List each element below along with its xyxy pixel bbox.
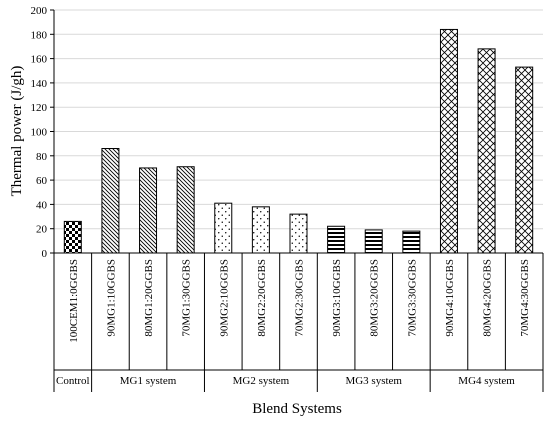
bar: [289, 213, 308, 254]
category-label: 90MG1:10GGBS: [105, 259, 117, 337]
group-label: MG2 system: [233, 375, 290, 387]
y-tick-labels: 0 20 40 60 80 100 120 140 160 180 200: [31, 5, 48, 260]
bar: [101, 148, 120, 254]
y-tick-label: 80: [36, 151, 48, 163]
category-label: 90MG4:10GGBS: [444, 259, 456, 337]
bars: [63, 28, 534, 254]
y-tick-label: 100: [31, 127, 48, 139]
group-label: MG4 system: [458, 375, 515, 387]
category-label: 70MG4:30GGBS: [519, 259, 531, 337]
bar: [327, 225, 346, 254]
bar: [63, 220, 82, 254]
category-label: 80MG3:20GGBS: [369, 259, 381, 337]
category-label: 80MG1:20GGBS: [143, 259, 155, 337]
y-tick-label: 0: [42, 248, 48, 260]
x-axis-label: Blend Systems: [252, 401, 342, 417]
group-label: Control: [56, 375, 90, 387]
y-tick-label: 120: [31, 102, 48, 114]
bar: [139, 167, 158, 254]
category-label: 100CEM1:0GGBS: [68, 259, 80, 343]
bar: [515, 66, 534, 254]
bar: [364, 229, 383, 254]
bar: [439, 28, 458, 254]
gridlines: [54, 9, 543, 230]
y-tick-label: 160: [31, 54, 48, 66]
category-label: 70MG3:30GGBS: [406, 259, 418, 337]
category-labels: 100CEM1:0GGBS 90MG1:10GGBS 80MG1:20GGBS 70M…: [68, 259, 531, 343]
category-label: 70MG2:30GGBS: [294, 259, 306, 337]
y-tick-label: 200: [31, 5, 48, 17]
bar: [402, 230, 421, 254]
y-tick-label: 20: [36, 224, 48, 236]
bar: [214, 202, 233, 254]
axes: [50, 9, 544, 392]
y-tick-label: 40: [36, 199, 48, 211]
y-axis-label: Thermal power (J/gh): [9, 66, 25, 197]
group-labels: Control MG1 system MG2 system MG3 system MG4…: [56, 375, 515, 387]
y-tick-label: 180: [31, 29, 48, 41]
bar: [477, 48, 496, 254]
bar: [176, 166, 195, 254]
category-label: 90MG2:10GGBS: [218, 259, 230, 337]
bar: [251, 206, 270, 254]
group-label: MG3 system: [345, 375, 402, 387]
y-tick-label: 140: [31, 78, 48, 90]
category-label: 80MG4:20GGBS: [482, 259, 494, 337]
category-label: 70MG1:30GGBS: [181, 259, 193, 337]
y-tick-label: 60: [36, 175, 48, 187]
category-label: 90MG3:10GGBS: [331, 259, 343, 337]
group-label: MG1 system: [120, 375, 177, 387]
category-label: 80MG2:20GGBS: [256, 259, 268, 337]
